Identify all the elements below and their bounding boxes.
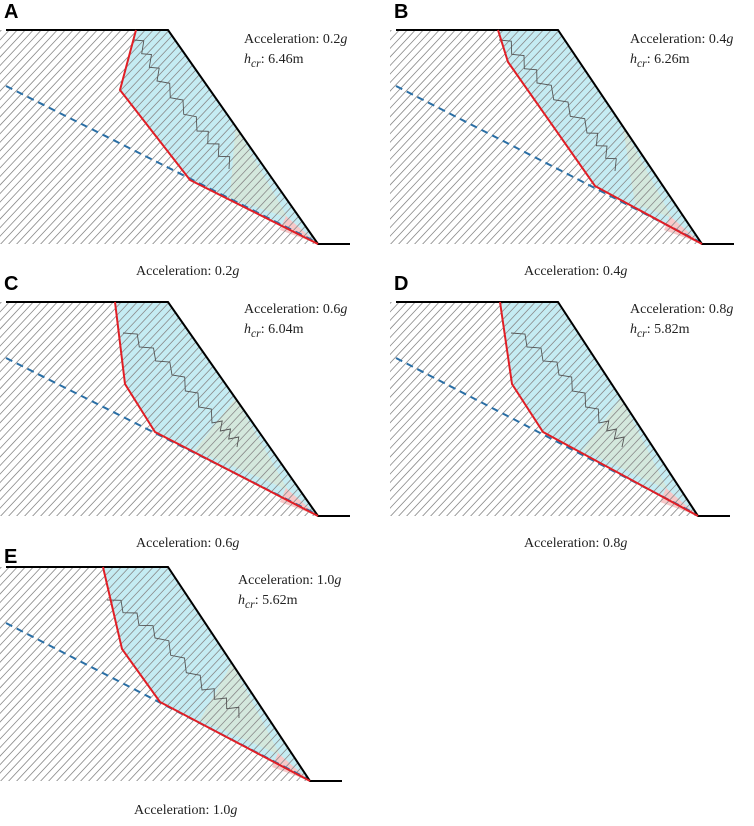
hcr-value: : 5.62m <box>254 593 298 608</box>
water-table-line <box>395 85 701 243</box>
panel-b: B Acceleration: 0.4g hcr: 6.26m Accelera… <box>390 0 754 290</box>
slip-surface <box>499 301 699 517</box>
tension-crack <box>498 39 617 172</box>
hcr-symbol: h <box>244 52 251 67</box>
caption-label: Acceleration: <box>136 536 215 551</box>
acceleration-value: 0.8 <box>708 302 727 317</box>
hcr-value: : 6.26m <box>646 52 690 67</box>
green-zone <box>195 398 288 490</box>
pink-zone <box>272 753 310 781</box>
hcr-value: : 6.04m <box>260 322 304 337</box>
acceleration-unit: g <box>340 302 348 317</box>
hcr-value: : 6.46m <box>260 52 304 67</box>
acceleration-value: 0.2 <box>322 32 341 47</box>
acceleration-unit: g <box>726 32 734 47</box>
caption-value: 0.4 <box>602 264 621 279</box>
slope-outline <box>396 301 730 517</box>
caption-label: Acceleration: <box>524 536 603 551</box>
hcr-subscript: cr <box>637 56 647 70</box>
tension-crack <box>106 599 240 719</box>
caption-unit: g <box>620 264 628 279</box>
panel-letter: C <box>4 273 19 295</box>
caption-label: Acceleration: <box>136 264 215 279</box>
caption-unit: g <box>232 264 240 279</box>
hcr-symbol: h <box>238 593 245 608</box>
panel-caption: Acceleration: 0.2g <box>136 264 239 280</box>
panel-caption: Acceleration: 0.8g <box>524 536 627 552</box>
panel-a: A Acceleration: 0.2g hcr: 6.46m Accelera… <box>0 0 377 290</box>
acceleration-label: Acceleration: <box>630 32 706 47</box>
pink-zone <box>280 216 318 244</box>
acceleration-unit: g <box>340 32 348 47</box>
slip-surface <box>118 29 319 245</box>
acceleration-info: Acceleration: 0.6g hcr: 6.04m <box>244 300 347 344</box>
panel-e: E Acceleration: 1.0g hcr: 5.62m Accelera… <box>0 545 377 826</box>
tension-crack <box>510 332 625 448</box>
slope-outline <box>6 566 342 782</box>
panel-letter: B <box>394 1 409 23</box>
acceleration-info: Acceleration: 1.0g hcr: 5.62m <box>238 571 341 615</box>
slope-diagram <box>0 301 350 517</box>
acceleration-label: Acceleration: <box>244 32 320 47</box>
hcr-symbol: h <box>630 52 637 67</box>
slope-outline <box>396 29 734 245</box>
acceleration-label: Acceleration: <box>630 302 706 317</box>
acceleration-label: Acceleration: <box>244 302 320 317</box>
acceleration-value: 0.4 <box>708 32 727 47</box>
panel-letter: D <box>394 273 409 295</box>
panel-letter: E <box>4 546 18 568</box>
acceleration-info: Acceleration: 0.2g hcr: 6.46m <box>244 30 347 74</box>
hcr-symbol: h <box>630 322 637 337</box>
acceleration-info: Acceleration: 0.8g hcr: 5.82m <box>630 300 733 344</box>
acceleration-label: Acceleration: <box>238 573 314 588</box>
green-zone <box>230 126 288 218</box>
slope-outline <box>6 301 350 517</box>
caption-value: 0.8 <box>602 536 621 551</box>
slope-outline <box>6 29 350 245</box>
slip-surface <box>497 29 703 245</box>
caption-value: 0.6 <box>214 536 233 551</box>
acceleration-unit: g <box>726 302 734 317</box>
panel-c: C Acceleration: 0.6g hcr: 6.04m Accelera… <box>0 272 377 562</box>
acceleration-value: 1.0 <box>316 573 335 588</box>
caption-value: 1.0 <box>212 803 231 818</box>
hcr-subscript: cr <box>637 326 647 340</box>
hcr-subscript: cr <box>251 326 261 340</box>
slip-surface <box>102 566 311 782</box>
pink-zone <box>280 488 318 516</box>
hcr-value: : 5.82m <box>646 322 690 337</box>
hcr-symbol: h <box>244 322 251 337</box>
slip-surface <box>114 301 319 517</box>
slope-diagram <box>390 29 734 245</box>
caption-label: Acceleration: <box>134 803 213 818</box>
tension-crack <box>122 332 240 448</box>
hcr-subscript: cr <box>251 56 261 70</box>
panel-caption: Acceleration: 1.0g <box>134 803 237 819</box>
panel-letter: A <box>4 1 19 23</box>
slope-diagram <box>0 29 350 245</box>
panel-d: D Acceleration: 0.8g hcr: 5.82m Accelera… <box>390 272 754 562</box>
caption-label: Acceleration: <box>524 264 603 279</box>
pink-zone <box>664 216 702 244</box>
caption-unit: g <box>230 803 238 818</box>
panel-caption: Acceleration: 0.4g <box>524 264 627 280</box>
green-zone <box>200 663 280 755</box>
caption-unit: g <box>620 536 628 551</box>
acceleration-info: Acceleration: 0.4g hcr: 6.26m <box>630 30 733 74</box>
hcr-subscript: cr <box>245 597 255 611</box>
acceleration-value: 0.6 <box>322 302 341 317</box>
water-table-line <box>5 622 309 780</box>
panel-caption: Acceleration: 0.6g <box>136 536 239 552</box>
caption-unit: g <box>232 536 240 551</box>
acceleration-unit: g <box>334 573 342 588</box>
slope-diagram <box>390 301 730 517</box>
tension-crack <box>133 39 231 170</box>
slope-diagram <box>0 566 342 782</box>
water-table-line <box>5 85 317 243</box>
caption-value: 0.2 <box>214 264 233 279</box>
